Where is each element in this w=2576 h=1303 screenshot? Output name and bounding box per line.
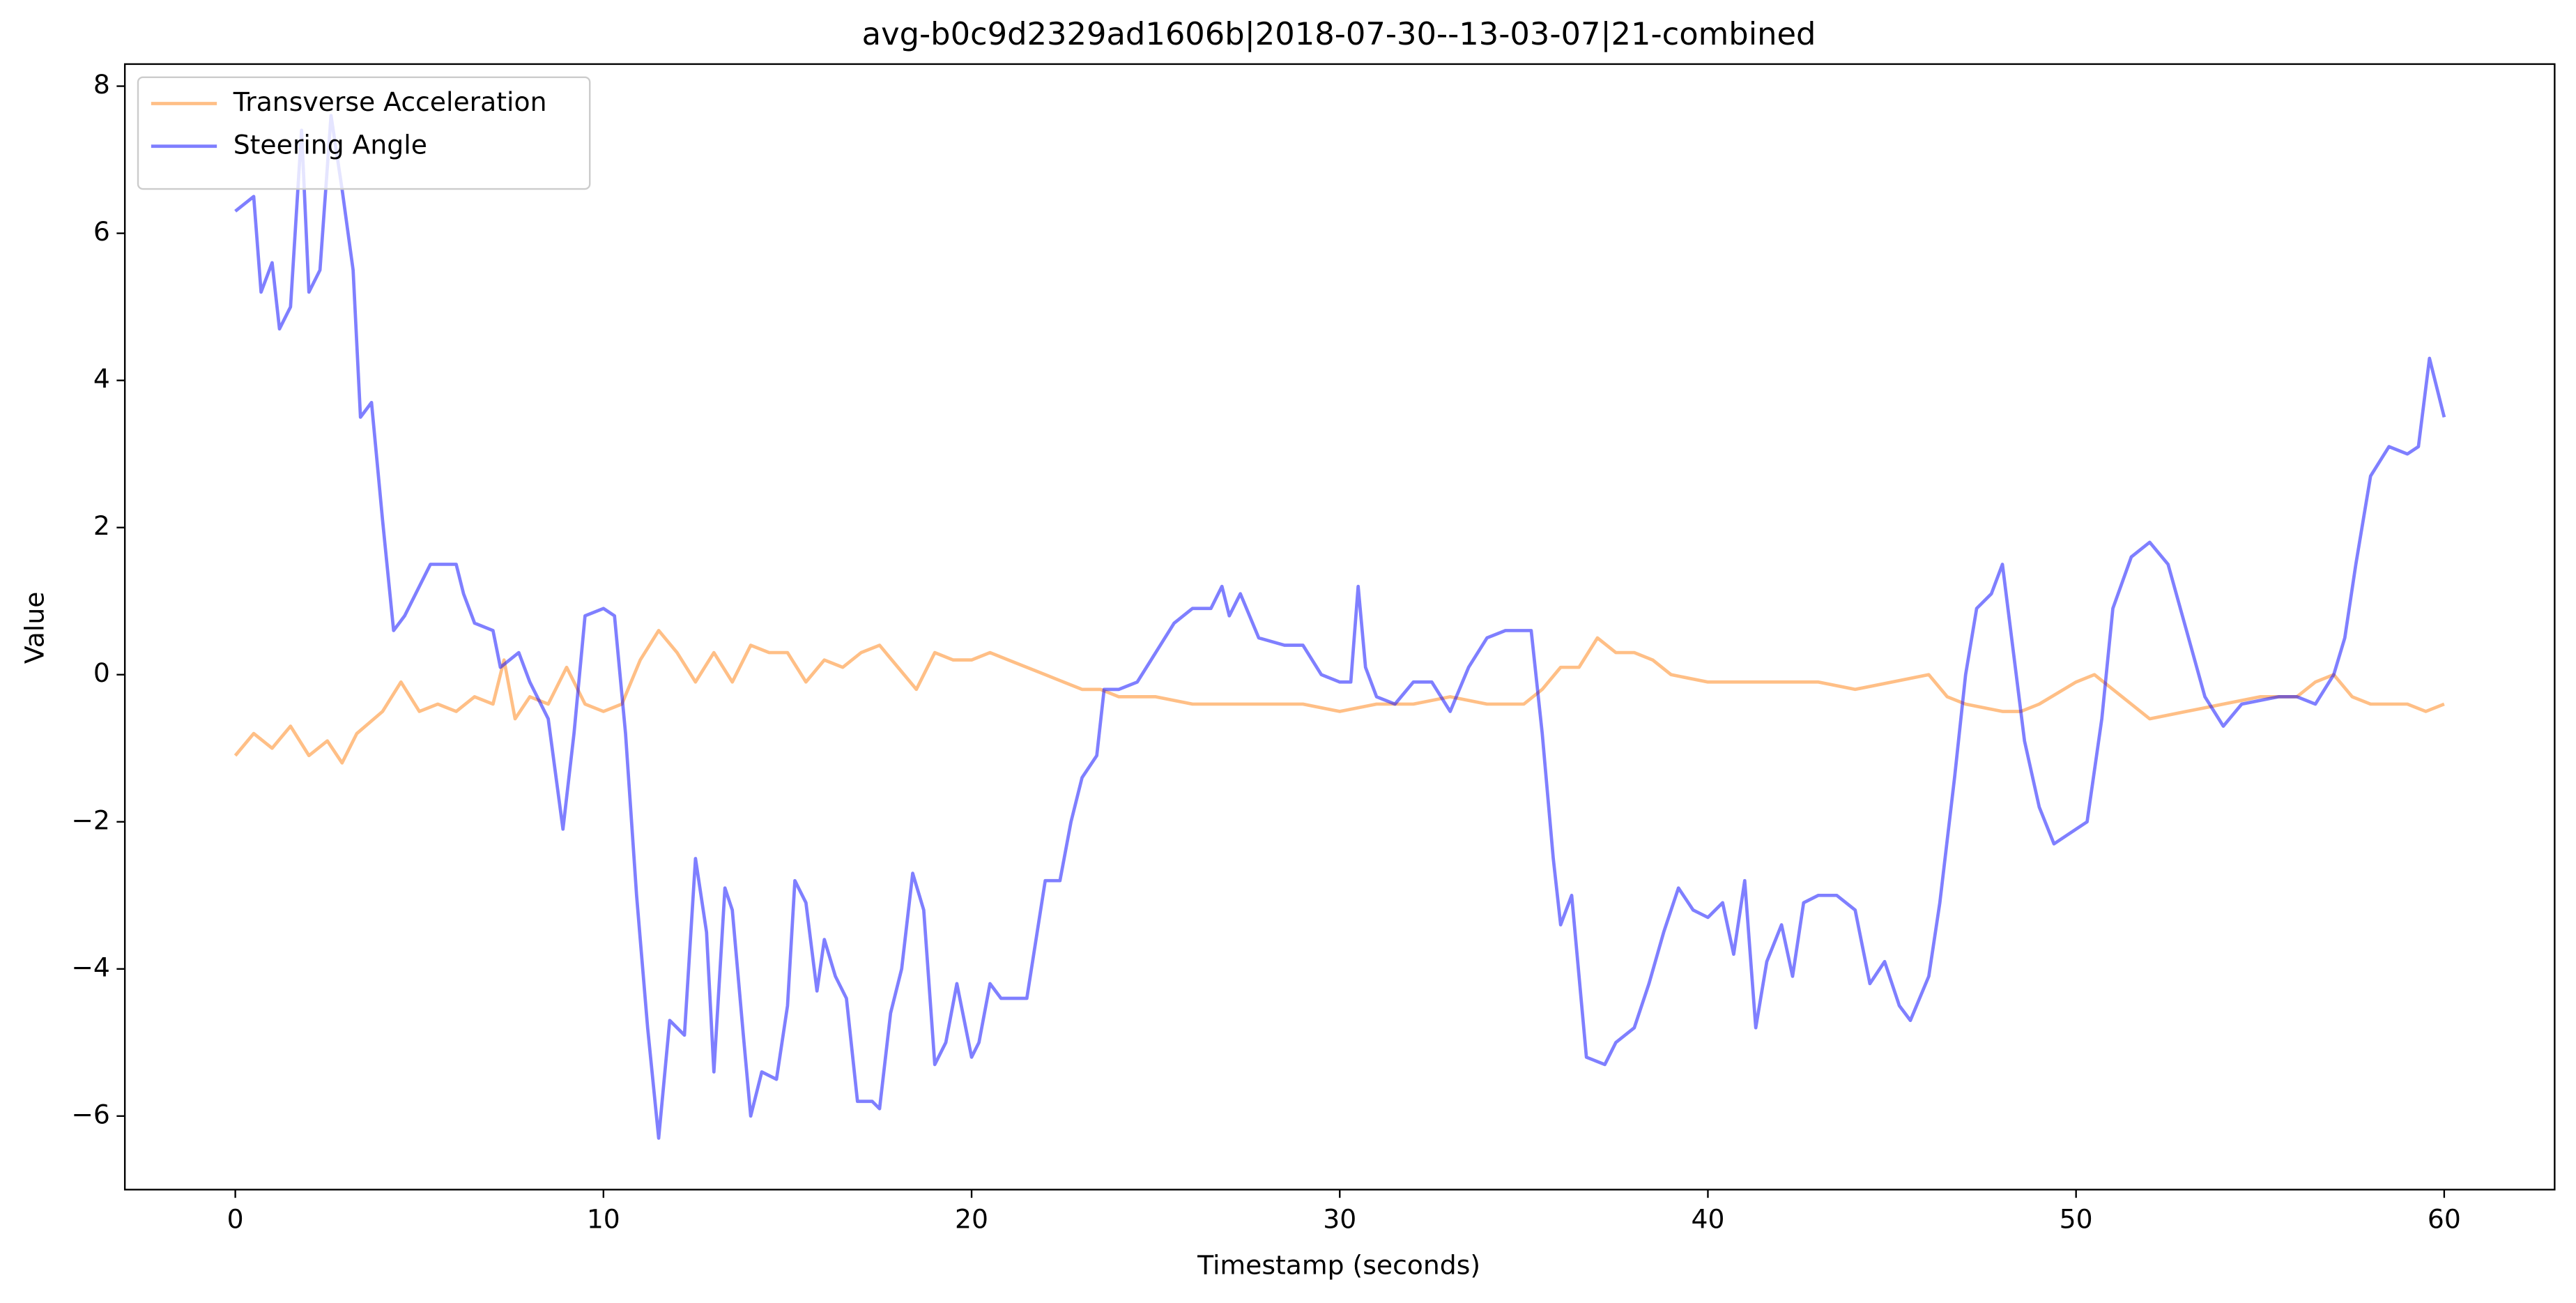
legend-label: Steering Angle xyxy=(233,129,427,160)
x-tick-label: 10 xyxy=(587,1204,620,1235)
y-tick-label: 2 xyxy=(93,510,110,541)
y-tick-label: −6 xyxy=(71,1099,110,1129)
x-axis-label: Timestamp (seconds) xyxy=(1197,1250,1480,1281)
x-tick-label: 60 xyxy=(2428,1204,2461,1235)
x-tick-label: 40 xyxy=(1691,1204,1724,1235)
y-tick-label: −4 xyxy=(71,952,110,982)
data-line xyxy=(233,629,2445,765)
legend-box xyxy=(137,76,591,190)
chart-title: avg-b0c9d2329ad1606b|2018-07-30--13-03-0… xyxy=(862,15,1816,52)
y-tick-label: −2 xyxy=(71,805,110,835)
x-tick-label: 20 xyxy=(955,1204,988,1235)
y-axis-label: Value xyxy=(19,592,49,664)
plot-frame xyxy=(123,63,2556,1191)
legend-label: Transverse Acceleration xyxy=(233,86,547,117)
y-tick-label: 4 xyxy=(93,363,110,394)
y-tick-label: 8 xyxy=(93,69,110,100)
x-tick-label: 50 xyxy=(2060,1204,2093,1235)
y-tick-label: 6 xyxy=(93,216,110,247)
data-line xyxy=(234,114,2446,1140)
x-tick-label: 0 xyxy=(227,1204,244,1235)
x-tick-label: 30 xyxy=(1323,1204,1356,1235)
y-tick-label: 0 xyxy=(93,657,110,688)
